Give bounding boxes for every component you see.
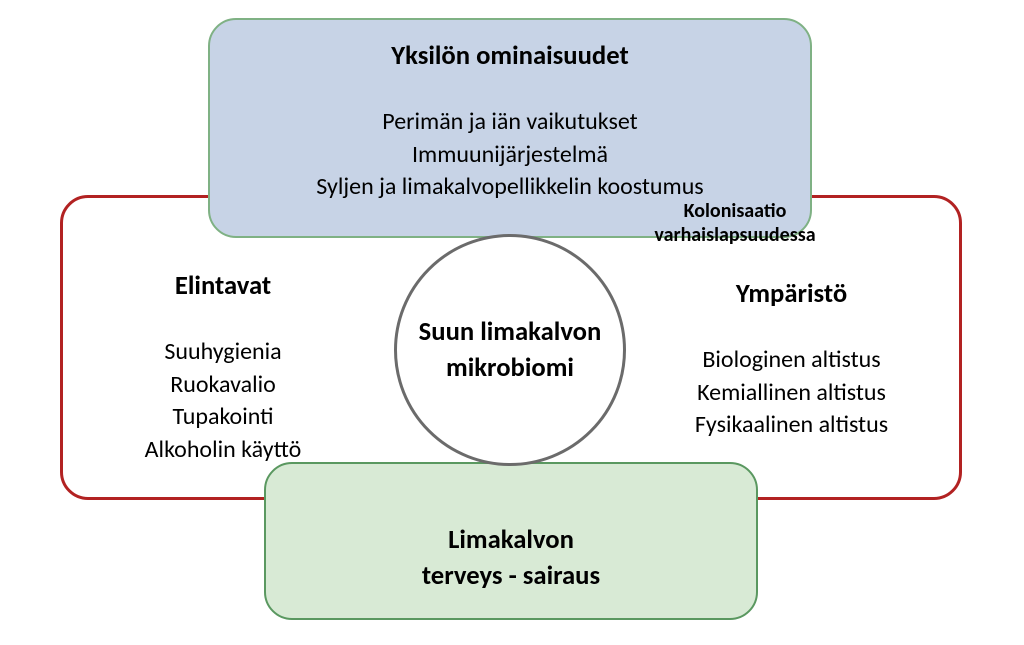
top-box-item: Perimän ja iän vaikutukset — [210, 106, 810, 138]
top-box-item: Immuunijärjestelmä — [210, 139, 810, 171]
right-box-spacer — [654, 312, 929, 344]
overlap-label-line: Kolonisaatio — [640, 199, 830, 223]
left-box-title: Elintavat — [93, 268, 353, 304]
left-box-item: Ruokavalio — [93, 369, 353, 401]
overlap-label-line: varhaislapsuudessa — [640, 223, 830, 247]
right-box-item: Kemiallinen altistus — [654, 377, 929, 409]
center-circle-line: Suun limakalvon — [419, 314, 602, 350]
right-box-item: Biologinen altistus — [654, 344, 929, 376]
left-box-item: Suuhygienia — [93, 336, 353, 368]
right-box-title: Ympäristö — [654, 276, 929, 312]
bottom-box-title-line: terveys - sairaus — [266, 558, 756, 594]
top-box-title: Yksilön ominaisuudet — [210, 38, 810, 74]
center-circle-line: mikrobiomi — [446, 350, 574, 386]
center-circle: Suun limakalvon mikrobiomi — [394, 234, 626, 466]
right-box-item: Fysikaalinen altistus — [654, 409, 929, 441]
bottom-box-title-line: Limakalvon — [266, 522, 756, 558]
left-box-item: Tupakointi — [93, 401, 353, 433]
left-box-spacer — [93, 304, 353, 336]
left-box-content: Elintavat Suuhygienia Ruokavalio Tupakoi… — [93, 268, 353, 466]
right-box-content: Ympäristö Biologinen altistus Kemialline… — [654, 276, 929, 442]
top-box-spacer — [210, 74, 810, 106]
bottom-box: Limakalvon terveys - sairaus — [264, 462, 758, 620]
diagram-stage: Elintavat Suuhygienia Ruokavalio Tupakoi… — [0, 0, 1024, 645]
overlap-label: Kolonisaatio varhaislapsuudessa — [640, 199, 830, 247]
